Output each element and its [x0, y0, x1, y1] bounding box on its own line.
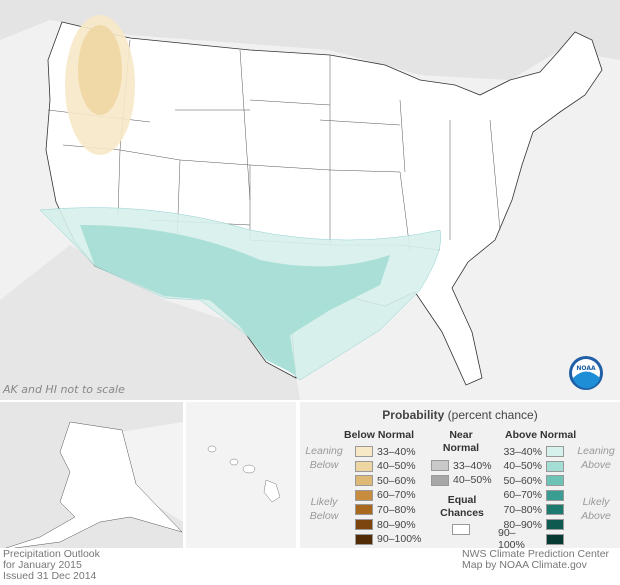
- map-note: AK and HI not to scale: [2, 383, 125, 396]
- below-swatch: [355, 475, 373, 487]
- below-swatch: [355, 489, 373, 501]
- near-legend-item: 40–50%: [431, 474, 492, 487]
- below-range-label: 50–60%: [377, 474, 416, 487]
- noaa-logo: NOAA: [569, 356, 603, 390]
- near-normal-header: Near Normal: [442, 429, 480, 454]
- above-range-label: 80–90%: [503, 518, 542, 531]
- above-swatch: [546, 519, 564, 530]
- footer-right: NWS Climate Prediction Center Map by NOAA…: [462, 548, 610, 571]
- below-range-label: 90–100%: [377, 533, 422, 546]
- above-swatch: [546, 475, 564, 487]
- near-range-label: 33–40%: [453, 459, 492, 472]
- above-legend-item: 70–80%: [498, 503, 564, 516]
- legend-title: Probability: [382, 408, 445, 422]
- below-range-label: 40–50%: [377, 460, 416, 473]
- below-range-label: 33–40%: [377, 445, 416, 458]
- mexico-land: [0, 245, 300, 400]
- leaning-below-40-area: [78, 25, 122, 115]
- above-range-label: 40–50%: [503, 460, 542, 473]
- above-swatch: [546, 533, 564, 545]
- below-legend-item: 70–80%: [355, 503, 416, 516]
- below-swatch: [355, 460, 373, 472]
- above-legend-item: 90–100%: [498, 527, 564, 551]
- above-range-label: 50–60%: [503, 474, 542, 487]
- legend: Probability (percent chance) Below Norma…: [300, 402, 620, 551]
- leaning-above-label: Leaning Above: [577, 445, 615, 471]
- canada-land: [0, 0, 620, 80]
- leaning-above-40-area: [80, 225, 390, 375]
- near-swatch: [431, 460, 449, 471]
- below-swatch: [355, 533, 373, 545]
- footer-left: Precipitation Outlook for January 2015 Iss…: [3, 548, 100, 582]
- below-range-label: 60–70%: [377, 489, 416, 502]
- equal-chances-label: Equal Chances: [440, 494, 484, 519]
- below-swatch: [355, 504, 373, 516]
- near-swatch: [431, 474, 449, 486]
- conus-map: AK and HI not to scale NOAA: [0, 0, 620, 400]
- alaska-inset: [0, 402, 183, 551]
- above-range-label: 33–40%: [503, 445, 542, 458]
- near-legend-item: 33–40%: [431, 459, 492, 472]
- above-range-label: 90–100%: [498, 527, 525, 552]
- leaning-below-label: Leaning Below: [305, 445, 343, 471]
- below-normal-header: Below Normal: [344, 429, 415, 441]
- below-legend-item: 33–40%: [355, 445, 416, 458]
- above-swatch: [546, 489, 564, 501]
- svg-text:NOAA: NOAA: [576, 365, 596, 372]
- below-legend-item: 90–100%: [355, 533, 421, 546]
- likely-below-label: Likely Below: [309, 496, 339, 522]
- below-range-label: 70–80%: [377, 503, 416, 516]
- equal-chances-swatch: [452, 524, 470, 535]
- above-swatch: [546, 504, 564, 516]
- above-legend-item: 80–90%: [498, 518, 564, 531]
- hawaii-inset: [186, 402, 296, 548]
- below-swatch: [355, 519, 373, 530]
- below-legend-item: 50–60%: [355, 474, 416, 487]
- above-legend-item: 60–70%: [498, 489, 564, 502]
- above-swatch: [546, 460, 564, 472]
- below-swatch: [355, 446, 373, 457]
- below-legend-item: 80–90%: [355, 518, 416, 531]
- above-legend-item: 33–40%: [498, 445, 564, 458]
- above-legend-item: 50–60%: [498, 474, 564, 487]
- above-range-label: 70–80%: [503, 503, 542, 516]
- above-legend-item: 40–50%: [498, 460, 564, 473]
- below-legend-item: 60–70%: [355, 489, 416, 502]
- above-normal-header: Above Normal: [505, 429, 577, 441]
- near-range-label: 40–50%: [453, 474, 492, 487]
- above-range-label: 60–70%: [503, 489, 542, 502]
- legend-title-suffix: (percent chance): [447, 408, 538, 422]
- likely-above-label: Likely Above: [581, 496, 611, 522]
- below-range-label: 80–90%: [377, 518, 416, 531]
- above-swatch: [546, 446, 564, 457]
- below-legend-item: 40–50%: [355, 460, 416, 473]
